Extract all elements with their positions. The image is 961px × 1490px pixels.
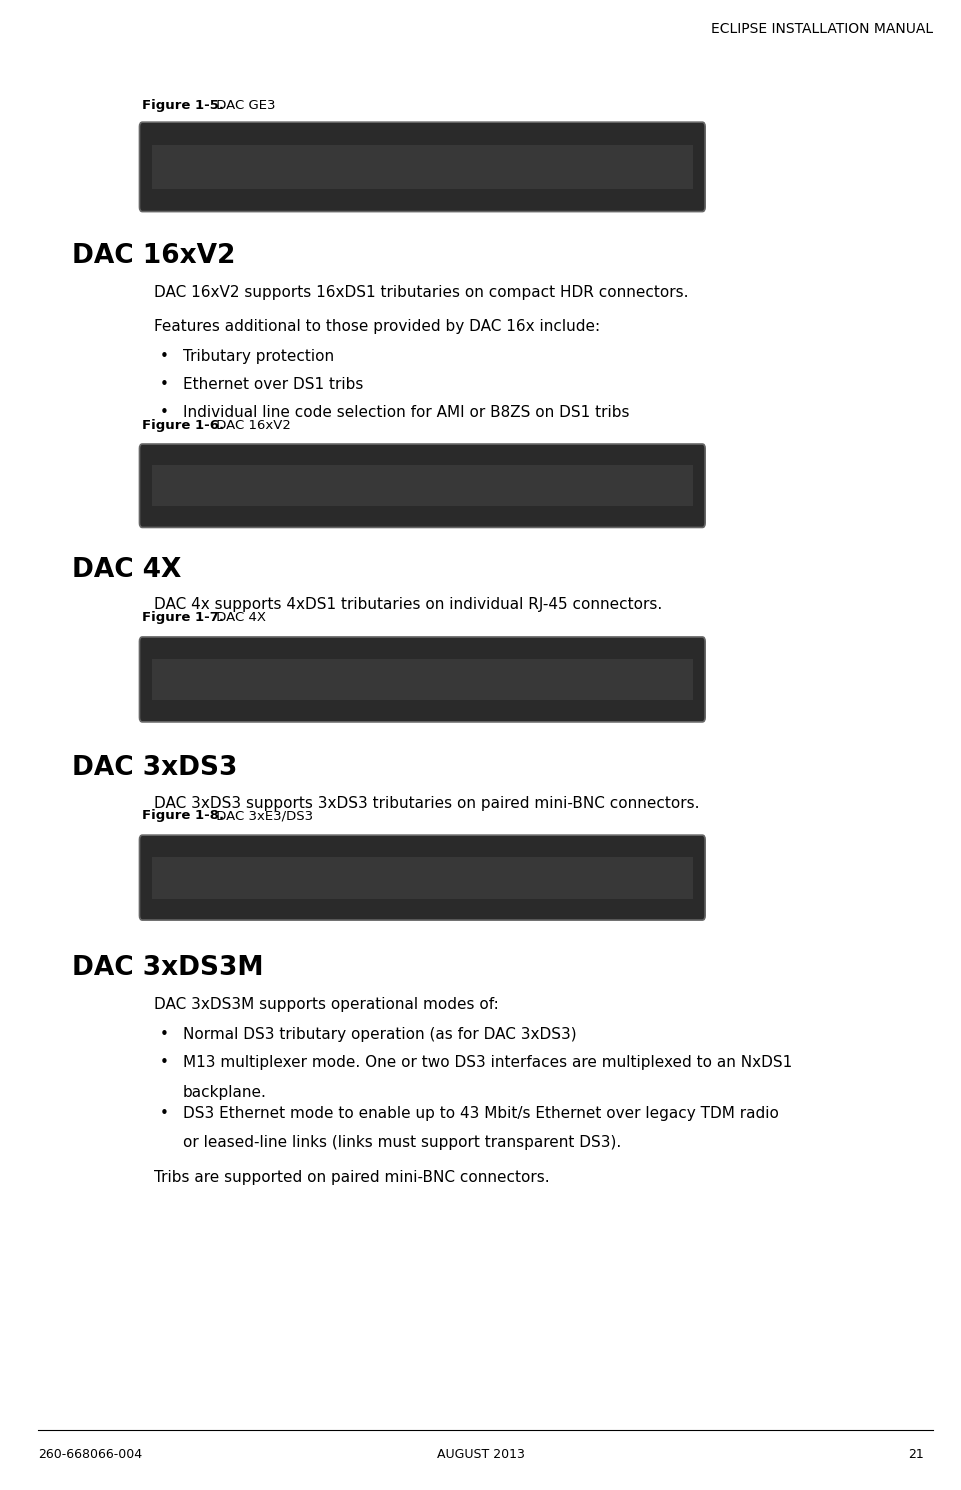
Text: •: • (160, 1027, 168, 1042)
Text: Figure 1-5.: Figure 1-5. (142, 98, 224, 112)
Text: Tributary protection: Tributary protection (183, 349, 333, 364)
Text: Figure 1-7.: Figure 1-7. (142, 611, 224, 624)
Bar (152, 659, 692, 700)
Text: DAC 3xDS3M: DAC 3xDS3M (72, 955, 263, 980)
Text: 21: 21 (907, 1448, 923, 1462)
Text: DAC 4X: DAC 4X (211, 611, 265, 624)
Text: •: • (160, 377, 168, 392)
Text: DAC 16xV2: DAC 16xV2 (72, 243, 235, 268)
FancyBboxPatch shape (139, 122, 704, 212)
Bar (152, 857, 692, 898)
FancyBboxPatch shape (139, 836, 704, 921)
Text: Figure 1-8.: Figure 1-8. (142, 809, 224, 822)
Text: DAC 4x supports 4xDS1 tributaries on individual RJ-45 connectors.: DAC 4x supports 4xDS1 tributaries on ind… (154, 597, 661, 612)
Text: Normal DS3 tributary operation (as for DAC 3xDS3): Normal DS3 tributary operation (as for D… (183, 1027, 576, 1042)
Text: DAC 16xV2: DAC 16xV2 (211, 419, 290, 432)
Text: •: • (160, 349, 168, 364)
Text: DAC 3xDS3M supports operational modes of:: DAC 3xDS3M supports operational modes of… (154, 997, 498, 1012)
FancyBboxPatch shape (139, 444, 704, 527)
Text: DS3 Ethernet mode to enable up to 43 Mbit/s Ethernet over legacy TDM radio: DS3 Ethernet mode to enable up to 43 Mbi… (183, 1106, 777, 1120)
Text: AUGUST 2013: AUGUST 2013 (436, 1448, 525, 1462)
Text: DAC 16xV2 supports 16xDS1 tributaries on compact HDR connectors.: DAC 16xV2 supports 16xDS1 tributaries on… (154, 285, 688, 299)
Text: Features additional to those provided by DAC 16x include:: Features additional to those provided by… (154, 319, 600, 334)
FancyBboxPatch shape (139, 638, 704, 721)
Text: DAC 4X: DAC 4X (72, 557, 182, 583)
Text: M13 multiplexer mode. One or two DS3 interfaces are multiplexed to an NxDS1: M13 multiplexer mode. One or two DS3 int… (183, 1055, 791, 1070)
Text: •: • (160, 405, 168, 420)
Text: Figure 1-6.: Figure 1-6. (142, 419, 224, 432)
Text: backplane.: backplane. (183, 1085, 266, 1100)
Text: •: • (160, 1106, 168, 1120)
Text: DAC 3xDS3 supports 3xDS3 tributaries on paired mini-BNC connectors.: DAC 3xDS3 supports 3xDS3 tributaries on … (154, 796, 699, 811)
Text: DAC 3xDS3: DAC 3xDS3 (72, 755, 237, 781)
Text: or leased-line links (links must support transparent DS3).: or leased-line links (links must support… (183, 1135, 621, 1150)
Text: Individual line code selection for AMI or B8ZS on DS1 tribs: Individual line code selection for AMI o… (183, 405, 628, 420)
Bar (152, 145, 692, 189)
Text: 260-668066-004: 260-668066-004 (38, 1448, 142, 1462)
Text: DAC GE3: DAC GE3 (211, 98, 275, 112)
Text: DAC 3xE3/DS3: DAC 3xE3/DS3 (211, 809, 312, 822)
Text: Ethernet over DS1 tribs: Ethernet over DS1 tribs (183, 377, 363, 392)
Text: Tribs are supported on paired mini-BNC connectors.: Tribs are supported on paired mini-BNC c… (154, 1170, 549, 1185)
Text: •: • (160, 1055, 168, 1070)
Bar (152, 465, 692, 507)
Text: ECLIPSE INSTALLATION MANUAL: ECLIPSE INSTALLATION MANUAL (710, 22, 932, 36)
